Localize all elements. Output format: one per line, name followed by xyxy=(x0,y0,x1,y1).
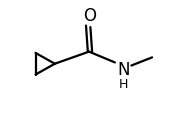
Text: O: O xyxy=(83,7,96,25)
Text: N: N xyxy=(117,61,129,79)
Text: H: H xyxy=(119,78,128,91)
